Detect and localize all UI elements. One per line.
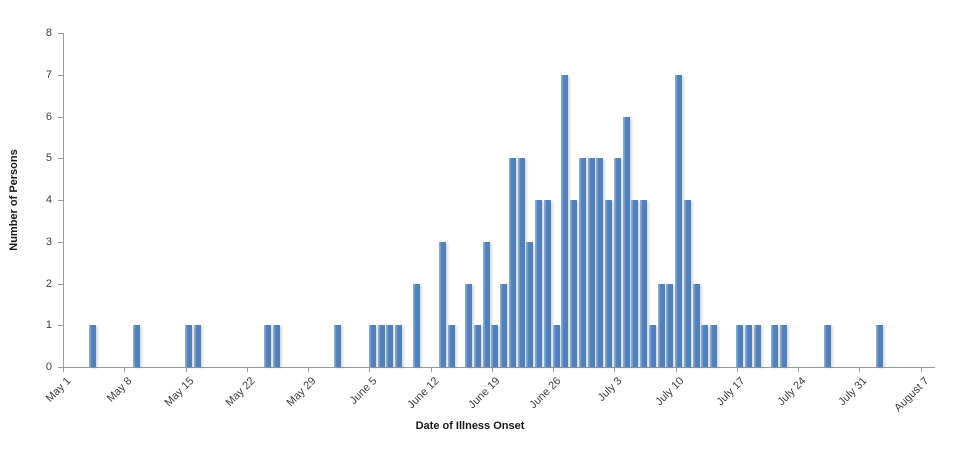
x-tick [185,368,187,372]
x-tick [491,368,493,372]
bar [185,325,193,368]
bar [605,200,613,367]
bar [561,74,569,368]
bar [377,325,385,368]
bar [745,325,753,368]
x-axis-title: Date of Illness Onset [415,420,525,432]
bar [543,200,551,367]
bar [640,200,648,367]
y-tick [58,33,63,34]
bar [710,325,718,368]
bar [333,325,341,368]
epi-curve-chart: Number of Persons Date of Illness Onset … [8,27,935,432]
y-tick [58,325,63,327]
x-tick [553,368,554,372]
bar [482,241,490,368]
x-tick [430,368,432,372]
y-tick-label: 4 [45,194,52,206]
bar [508,158,516,368]
bar [526,241,534,368]
x-tick [369,368,371,372]
bar [473,325,481,368]
bar [613,158,621,368]
bar [438,241,446,368]
bar [412,283,420,367]
y-axis-line [63,33,64,367]
bar [132,325,140,368]
y-tick [58,116,63,118]
x-tick [63,368,64,372]
bar [517,158,525,368]
bar [395,325,403,368]
x-tick [124,368,126,372]
y-tick-label: 3 [45,235,52,248]
bar [596,158,604,368]
bar [570,200,578,367]
x-tick [246,368,248,372]
bar [368,325,376,368]
bar [701,325,709,368]
x-tick [675,368,677,372]
y-tick-label: 8 [45,27,52,39]
bar [491,325,499,368]
y-tick-label: 2 [45,277,52,290]
bar [692,283,700,367]
bar [272,325,280,368]
bar [386,325,394,368]
bar [823,325,831,368]
bar [780,325,788,368]
bar [657,283,665,367]
bar [587,158,595,368]
bar [631,200,639,367]
bar [683,200,691,367]
bar [193,325,201,368]
bar [447,325,455,368]
bar [771,325,779,368]
bar [465,283,473,367]
y-tick-label: 0 [45,361,52,373]
bar [622,116,630,367]
bar [736,325,744,368]
x-tick [920,368,922,372]
plot-area: 0 1 2 3 4 5 6 7 8 May 1 May 8 May 15 May 22 May 29 Jun… [44,27,935,414]
x-axis-line [63,367,935,368]
bar [552,325,560,368]
bar [263,325,271,368]
y-tick [58,367,63,368]
bar [675,74,683,368]
y-tick [58,283,63,285]
bar [535,200,543,367]
bar [666,283,674,367]
x-tick [614,368,616,372]
bar [876,325,884,368]
x-tick [736,368,738,372]
y-tick [58,241,63,243]
bar [648,325,656,368]
y-tick-label: 6 [45,110,52,123]
y-tick-label: 7 [45,68,52,81]
y-tick-label: 5 [45,152,52,165]
x-tick [308,368,309,372]
y-tick [58,74,63,76]
bar [753,325,761,368]
bar [500,283,508,367]
y-tick-label: 1 [45,319,52,332]
x-tick [859,368,861,372]
bar [578,158,586,368]
y-tick [58,200,63,201]
y-tick [58,158,63,160]
bar [88,325,96,368]
x-tick [798,368,799,372]
